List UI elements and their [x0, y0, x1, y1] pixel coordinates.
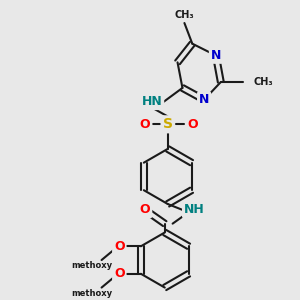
Text: O: O	[114, 240, 124, 253]
Text: O: O	[187, 118, 198, 131]
Text: CH₃: CH₃	[253, 77, 273, 87]
Text: O: O	[140, 118, 150, 131]
Text: O: O	[114, 267, 124, 280]
Text: CH₃: CH₃	[175, 10, 194, 20]
Text: methoxy: methoxy	[71, 289, 112, 298]
Text: N: N	[211, 49, 221, 62]
Text: methoxy: methoxy	[71, 261, 112, 270]
Text: HN: HN	[142, 95, 162, 108]
Text: S: S	[163, 117, 173, 131]
Text: O: O	[140, 203, 150, 216]
Text: NH: NH	[184, 203, 205, 216]
Text: N: N	[199, 93, 209, 106]
